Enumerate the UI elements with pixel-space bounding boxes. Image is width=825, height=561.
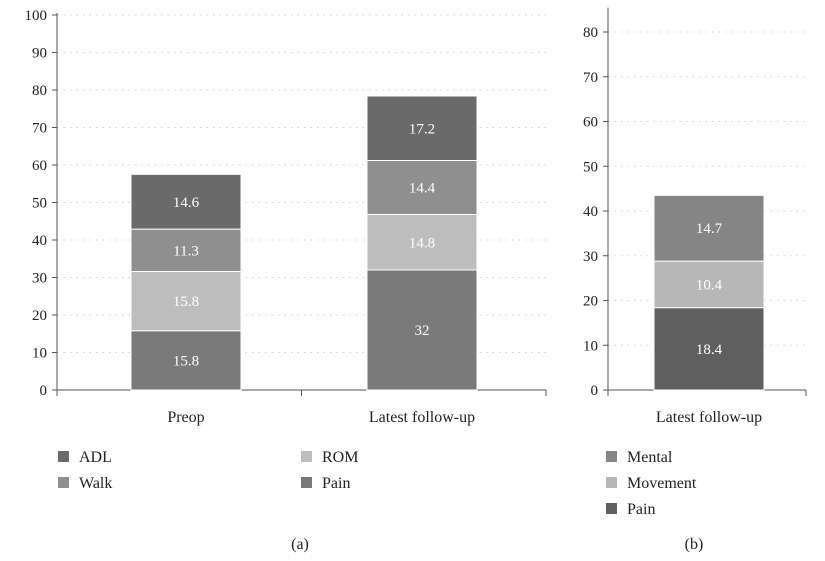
chart-panel-b: 0 10 20 30 40 50 60 70 80 18.4 10.4 14.7 Latest foll…	[583, 7, 807, 553]
y-tick-label: 50	[32, 196, 47, 212]
y-tick-label: 10	[32, 346, 47, 362]
panel-label: (b)	[685, 536, 704, 553]
y-tick-label: 10	[583, 338, 598, 354]
legend-label: Walk	[79, 475, 112, 492]
data-label: 11.3	[173, 243, 199, 259]
chart-panel-a: 0 10 20 30 40 50 60 70 80 90 100 15.8 15.8 11.3 14.6 Pr…	[25, 8, 547, 553]
legend-swatch	[58, 451, 69, 462]
y-tick-label: 20	[32, 308, 47, 324]
x-category-label: Latest follow-up	[369, 409, 475, 426]
legend-label: ADL	[79, 449, 112, 466]
data-label: 15.8	[173, 353, 199, 369]
bar-segment-adl	[366, 95, 478, 161]
legend-swatch	[606, 477, 617, 488]
data-label: 17.2	[409, 121, 435, 137]
panel-label: (a)	[291, 536, 309, 553]
y-tick-label: 30	[583, 249, 598, 265]
y-tick-label: 20	[583, 294, 598, 310]
legend-swatch	[58, 477, 69, 488]
legend-swatch	[606, 503, 617, 514]
y-tick-label: 0	[591, 383, 599, 399]
y-tick-label: 80	[583, 25, 598, 41]
y-tick-label: 70	[32, 121, 47, 137]
y-tick-label: 60	[583, 115, 598, 131]
legend-swatch	[606, 451, 617, 462]
data-label: 18.4	[696, 342, 723, 358]
data-label: 14.7	[696, 221, 723, 237]
x-category-label: Preop	[167, 409, 204, 426]
y-tick-label: 70	[583, 70, 598, 86]
legend-label: Movement	[627, 475, 697, 492]
data-label: 32	[415, 323, 430, 339]
legend-label: Pain	[627, 501, 655, 518]
legend-swatch	[301, 451, 312, 462]
bar-segment-adl	[130, 173, 242, 230]
legend-label: Pain	[322, 475, 350, 492]
bar-segment-pain	[366, 269, 478, 391]
bar-segment-pain	[653, 307, 765, 391]
bar-segment-rom	[130, 271, 242, 332]
y-tick-label: 50	[583, 159, 598, 175]
legend-label: ROM	[322, 449, 358, 466]
data-label: 14.8	[409, 235, 435, 251]
x-category-label: Latest follow-up	[656, 409, 762, 426]
y-tick-label: 40	[583, 204, 598, 220]
legend-label: Mental	[627, 449, 673, 466]
y-tick-label: 90	[32, 46, 47, 62]
data-label: 10.4	[696, 277, 723, 293]
data-label: 14.6	[173, 195, 200, 211]
data-label: 15.8	[173, 294, 199, 310]
y-tick-label: 0	[40, 383, 48, 399]
y-tick-label: 80	[32, 83, 47, 99]
data-label: 14.4	[409, 181, 436, 197]
bar-segment-mental	[653, 194, 765, 262]
y-tick-label: 40	[32, 233, 47, 249]
y-tick-label: 60	[32, 158, 47, 174]
bar-segment-pain	[130, 330, 242, 391]
legend-swatch	[301, 477, 312, 488]
bar-segment-movement	[653, 260, 765, 309]
bar-segment-rom	[366, 214, 478, 271]
y-tick-label: 100	[25, 8, 48, 24]
y-tick-label: 30	[32, 271, 47, 287]
bar-segment-walk	[130, 228, 242, 272]
